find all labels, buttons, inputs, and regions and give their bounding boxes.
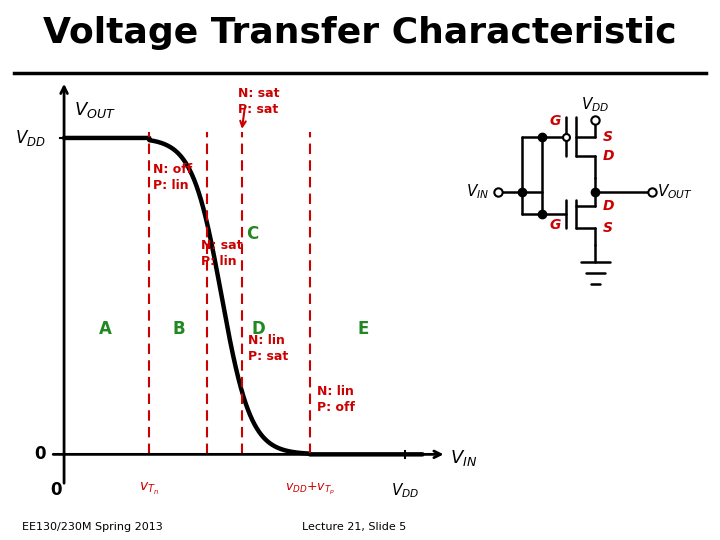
Text: N: off
P: lin: N: off P: lin [153, 163, 192, 192]
Text: Voltage Transfer Characteristic: Voltage Transfer Characteristic [43, 16, 677, 50]
Text: S: S [603, 221, 613, 235]
Text: $v_{DD}{+}v_{T_p}$: $v_{DD}{+}v_{T_p}$ [285, 481, 335, 497]
Text: N: lin
P: off: N: lin P: off [317, 384, 355, 414]
Text: B: B [172, 320, 185, 338]
Text: G: G [550, 114, 561, 129]
Text: N: sat
P: sat: N: sat P: sat [238, 87, 279, 116]
Text: G: G [550, 218, 561, 232]
Text: $V_{OUT}$: $V_{OUT}$ [657, 183, 693, 201]
Text: EE130/230M Spring 2013: EE130/230M Spring 2013 [22, 522, 162, 532]
Text: C: C [246, 225, 258, 243]
Text: N: lin
P: sat: N: lin P: sat [248, 334, 289, 363]
Text: 0: 0 [34, 446, 45, 463]
Text: D: D [603, 199, 614, 213]
Text: A: A [99, 320, 112, 338]
Text: $V_{DD}$: $V_{DD}$ [14, 128, 45, 148]
Text: D: D [252, 320, 266, 338]
Text: $V_{OUT}$: $V_{OUT}$ [74, 100, 117, 120]
Text: $V_{IN}$: $V_{IN}$ [466, 183, 489, 201]
Text: 0: 0 [50, 481, 61, 500]
Text: N: sat
P: lin: N: sat P: lin [201, 239, 242, 268]
Text: D: D [603, 149, 614, 163]
Text: S: S [603, 130, 613, 144]
Text: $v_{T_n}$: $v_{T_n}$ [140, 481, 159, 497]
Text: E: E [357, 320, 369, 338]
Text: $V_{DD}$: $V_{DD}$ [391, 481, 420, 500]
Text: $V_{IN}$: $V_{IN}$ [450, 448, 477, 468]
Text: Lecture 21, Slide 5: Lecture 21, Slide 5 [302, 522, 407, 532]
Text: $V_{DD}$: $V_{DD}$ [581, 95, 610, 113]
